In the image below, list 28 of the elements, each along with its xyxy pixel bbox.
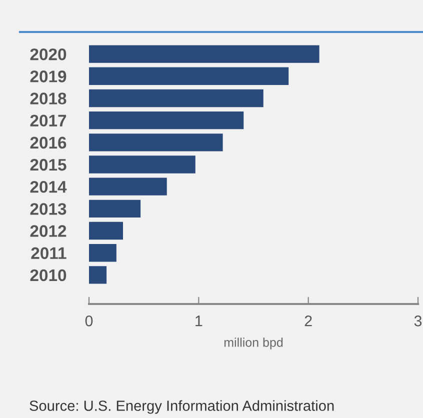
bar [89, 266, 107, 284]
source-note: Source: U.S. Energy Information Administration [30, 400, 334, 414]
x-tick-label: 2 [304, 316, 312, 326]
bar [89, 222, 123, 240]
bar [89, 178, 167, 196]
y-tick-label: 2013 [30, 203, 66, 215]
y-tick-label: 2017 [30, 114, 66, 127]
bar [89, 200, 141, 218]
bar [89, 67, 289, 85]
bar [89, 111, 244, 130]
y-tick-label: 2012 [30, 225, 66, 237]
y-tick-label: 2014 [30, 180, 67, 193]
y-tick-label: 2011 [31, 247, 66, 260]
y-tick-label: 2015 [30, 158, 66, 171]
y-tick-label: 2019 [30, 70, 66, 82]
y-tick-label: 2010 [30, 269, 66, 282]
x-tick-label: 3 [414, 316, 422, 326]
x-axis-title: million bpd [224, 338, 283, 350]
y-tick-label: 2020 [30, 48, 66, 60]
y-tick-label: 2018 [30, 92, 66, 104]
bar [89, 134, 223, 152]
bar [89, 89, 264, 108]
x-tick-label: 0 [85, 316, 93, 326]
x-tick-label: 1 [196, 316, 202, 326]
bar [89, 45, 320, 63]
bar [89, 244, 116, 262]
y-tick-label: 2016 [30, 136, 66, 149]
bar [89, 156, 196, 174]
